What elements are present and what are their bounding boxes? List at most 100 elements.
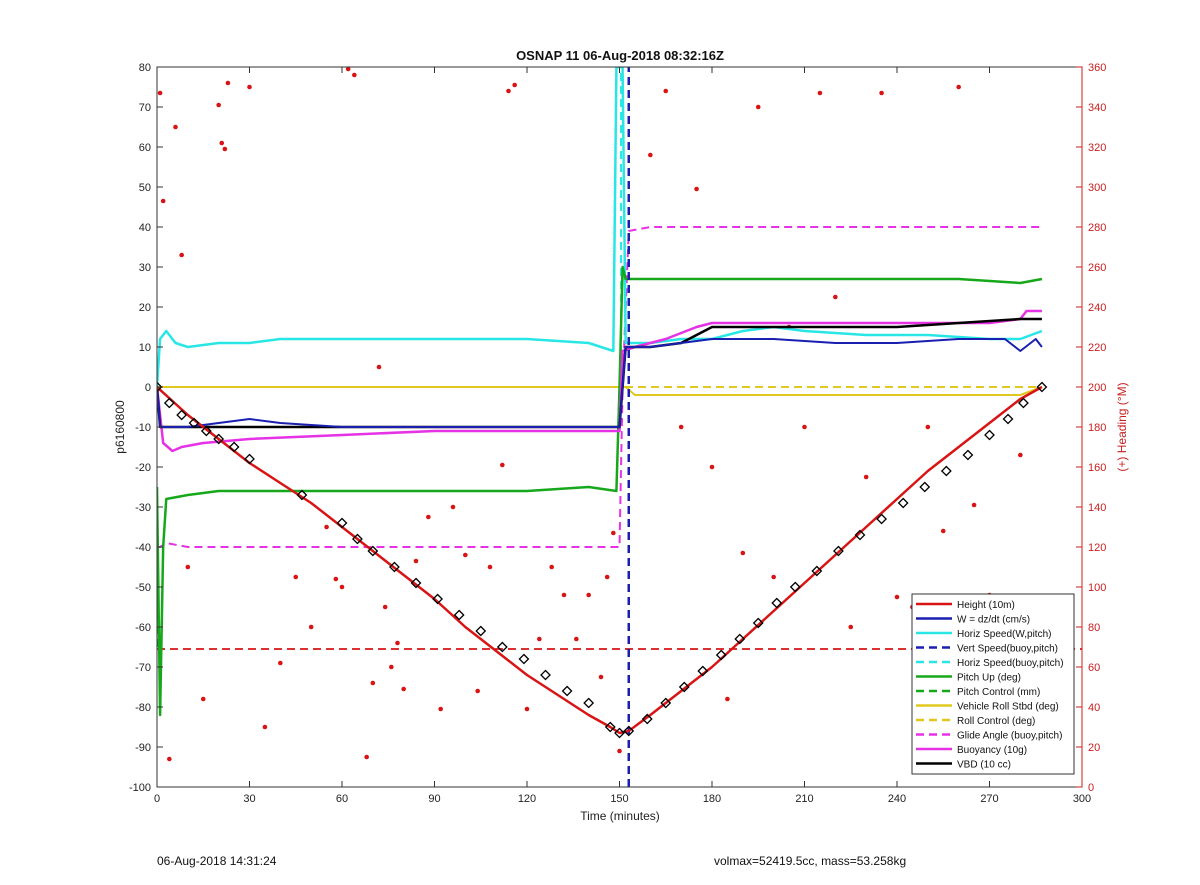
y2-axis-label: (+) Heading (°M): [1115, 382, 1129, 471]
y-tick-label: -100: [129, 782, 151, 794]
y-tick-label: 50: [139, 182, 151, 194]
x-tick-label: 150: [610, 793, 628, 805]
y2-tick-label: 100: [1088, 582, 1106, 594]
x-tick-label: 0: [154, 793, 160, 805]
heading-point: [802, 424, 807, 430]
height-marker: [734, 633, 746, 645]
heading-point: [413, 558, 419, 564]
y-tick-label: -20: [135, 462, 151, 474]
height-marker: [984, 429, 995, 441]
y2-tick-label: 20: [1088, 742, 1100, 754]
heading-point: [333, 576, 339, 582]
legend-box: [911, 593, 1075, 775]
height-marker: [919, 481, 931, 493]
y2-tick-label: 340: [1088, 102, 1106, 114]
height-marker: [715, 649, 727, 661]
y2-tick-label: 280: [1088, 222, 1106, 234]
heading-point: [475, 688, 480, 694]
axes-layer: 0 30 60 90 120 150 180 210 240 270 300-100-90-80-7…: [129, 62, 1106, 805]
height-marker: [1002, 413, 1014, 425]
height-marker: [561, 685, 573, 697]
heading-point: [604, 574, 610, 580]
legend-label: Horiz Speed(W,pitch): [957, 629, 1051, 640]
height-marker: [351, 533, 363, 545]
height-marker: [176, 409, 188, 421]
heading-point: [345, 67, 351, 72]
height-marker: [604, 721, 616, 733]
heading-point: [848, 624, 854, 630]
footer-timestamp: 06-Aug-2018 14:31:24: [157, 854, 277, 868]
y-tick-label: -80: [135, 702, 151, 714]
heading-point: [179, 252, 184, 258]
heading-point: [879, 90, 884, 96]
heading-point: [185, 564, 191, 570]
y2-tick-label: 180: [1088, 422, 1106, 434]
legend: Height (10m) W = dz/dt (cm/s) Horiz Speed(…: [911, 593, 1075, 775]
heading-point: [173, 124, 178, 130]
heading-point: [648, 152, 653, 158]
series-line-0: [157, 385, 1043, 735]
legend-label: VBD (10 cc): [957, 760, 1011, 771]
heading-point: [537, 636, 542, 642]
heading-point: [755, 104, 761, 110]
height-marker: [697, 665, 709, 677]
height-marker: [940, 465, 952, 477]
height-marker: [897, 497, 909, 509]
y-tick-label: -30: [135, 502, 151, 514]
series-line-1: [157, 338, 1043, 428]
height-marker: [410, 577, 422, 589]
heading-point: [438, 706, 443, 712]
y-tick-label: 0: [145, 382, 151, 394]
heading-point: [586, 592, 591, 598]
height-marker: [496, 641, 508, 653]
y2-tick-label: 220: [1088, 342, 1106, 354]
x-tick-label: 90: [428, 793, 440, 805]
y2-tick-label: 120: [1088, 542, 1106, 554]
heading-point: [894, 594, 900, 600]
y2-tick-label: 200: [1088, 382, 1106, 394]
chart-title: OSNAP 11 06-Aug-2018 08:32:16Z: [516, 48, 724, 63]
heading-point: [740, 550, 746, 556]
height-marker: [432, 593, 444, 605]
y2-tick-label: 40: [1088, 702, 1100, 714]
heading-point: [247, 84, 252, 90]
heading-point: [561, 592, 567, 598]
height-marker: [213, 433, 225, 445]
y-tick-label: 40: [139, 222, 151, 234]
x-tick-label: 300: [1073, 793, 1091, 805]
heading-point: [364, 754, 369, 760]
y-tick-label: 80: [139, 62, 151, 74]
y-tick-label: 60: [139, 142, 151, 154]
heading-point: [167, 756, 172, 762]
height-marker: [771, 597, 783, 609]
heading-point: [198, 59, 203, 64]
series-line-2: [157, 67, 1043, 388]
heading-point: [308, 624, 314, 630]
heading-point: [382, 604, 388, 610]
heading-point: [370, 680, 376, 686]
heading-point: [389, 664, 394, 670]
series-line-5: [157, 265, 1043, 717]
height-marker: [244, 453, 255, 465]
y2-tick-label: 360: [1088, 62, 1106, 74]
legend-label: Vehicle Roll Stbd (deg): [957, 702, 1059, 713]
height-marker: [200, 425, 212, 437]
heading-point: [225, 80, 231, 86]
height-marker: [228, 441, 240, 453]
y-tick-label: -60: [135, 622, 151, 634]
heading-point: [512, 82, 517, 88]
y2-tick-label: 0: [1088, 782, 1094, 794]
y-tick-label: 70: [139, 102, 151, 114]
x-tick-label: 120: [518, 793, 536, 805]
legend-label: W = dz/dt (cm/s): [957, 615, 1030, 626]
height-marker: [296, 489, 308, 501]
legend-label: Roll Control (deg): [957, 716, 1035, 727]
heading-point: [293, 574, 299, 580]
height-marker: [660, 697, 672, 709]
height-marker: [336, 517, 348, 529]
y2-tick-label: 260: [1088, 262, 1106, 274]
heading-point: [339, 584, 345, 590]
heading-point: [925, 424, 931, 430]
heading-point: [160, 198, 166, 204]
heading-point: [971, 502, 977, 508]
